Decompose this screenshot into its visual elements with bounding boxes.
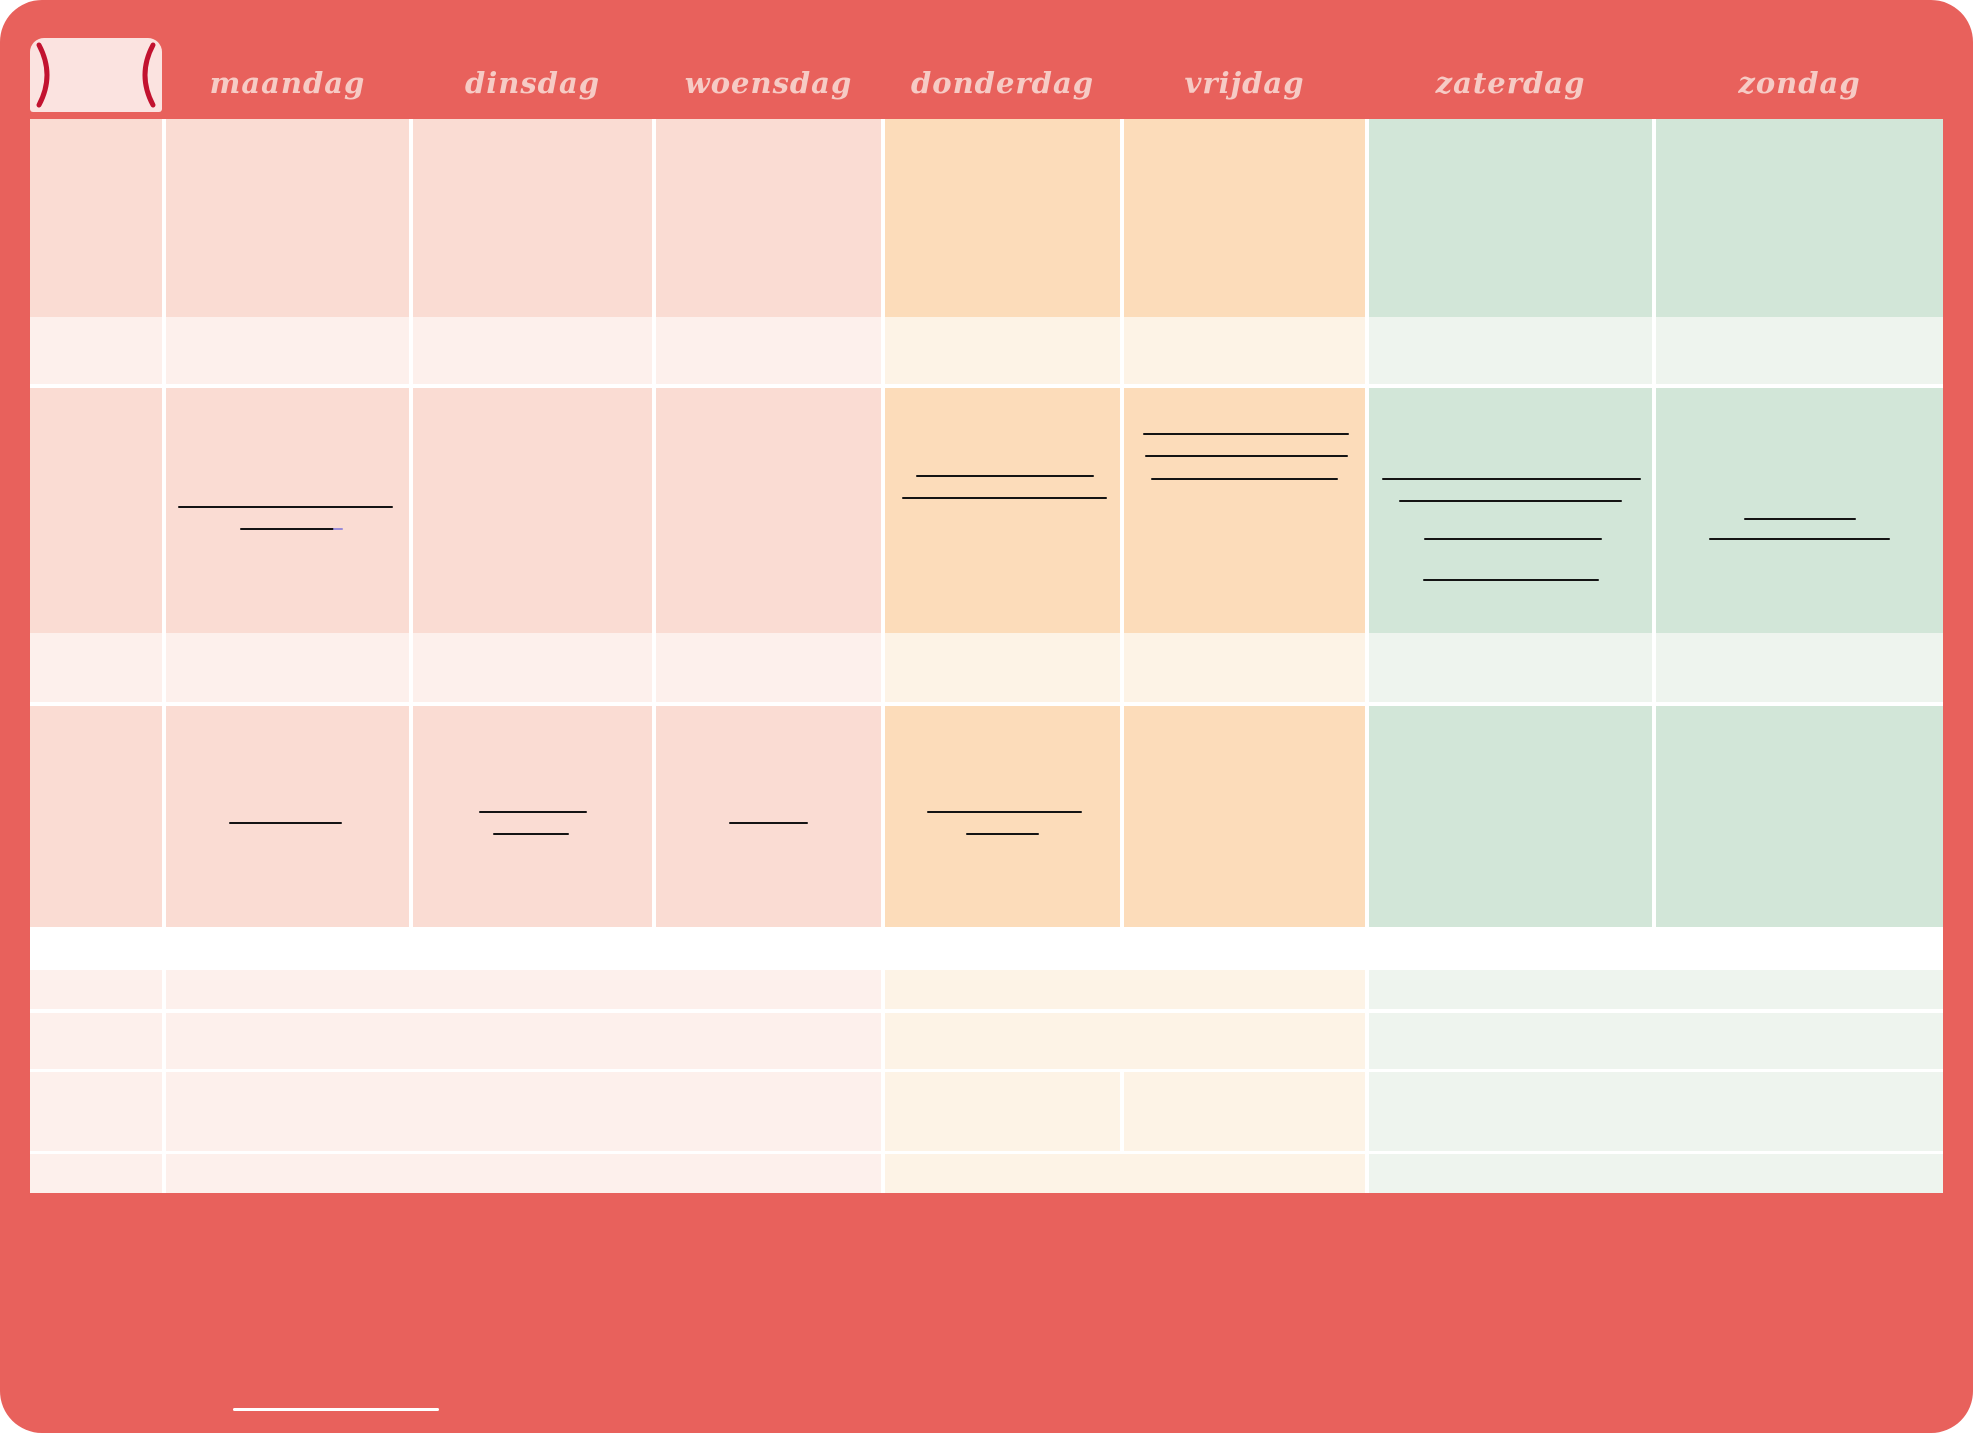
cell-vrijdag-sep1 bbox=[1124, 317, 1365, 384]
day-header-zaterdag: zaterdag bbox=[1435, 66, 1586, 100]
parentheses-logo-icon bbox=[36, 42, 156, 108]
cell-side-row2 bbox=[30, 388, 162, 633]
cell-zaterdag-sep1 bbox=[1369, 317, 1652, 384]
cell-dinsdag-row1 bbox=[413, 119, 652, 317]
cell-donderdag-row2 bbox=[885, 388, 1120, 633]
cell-vrijdag-row1 bbox=[1124, 119, 1365, 317]
cell-zaterdag-row2 bbox=[1369, 388, 1652, 633]
cell-zaterdag-row1 bbox=[1369, 119, 1652, 317]
cell-thu-fri-extra1 bbox=[885, 970, 1365, 1009]
cell-maandag-row3 bbox=[166, 706, 409, 927]
cell-weekdays-extra3 bbox=[166, 1072, 881, 1151]
cell-weekend-extra1 bbox=[1369, 970, 1943, 1009]
cell-weekend-extra4 bbox=[1369, 1154, 1943, 1193]
day-header-woensdag: woensdag bbox=[684, 66, 853, 100]
planner-grid-bottom bbox=[30, 970, 1943, 1193]
cell-woensdag-sep1 bbox=[656, 317, 881, 384]
cell-dinsdag-row2 bbox=[413, 388, 652, 633]
cell-weekend-extra3 bbox=[1369, 1072, 1943, 1151]
cell-zaterdag-sep2 bbox=[1369, 633, 1652, 702]
cell-maandag-row1 bbox=[166, 119, 409, 317]
cell-weekdays-extra2 bbox=[166, 1013, 881, 1069]
cell-side-row1 bbox=[30, 119, 162, 317]
cell-weekdays-extra4 bbox=[166, 1154, 881, 1193]
logo-badge bbox=[30, 38, 162, 112]
day-header-spacer bbox=[30, 100, 162, 110]
day-header-vrijdag: vrijdag bbox=[1184, 66, 1305, 100]
cell-dinsdag-sep1 bbox=[413, 317, 652, 384]
cell-side-extra2 bbox=[30, 1013, 162, 1069]
footer-accent-line bbox=[233, 1408, 439, 1411]
cell-vrijdag-sep2 bbox=[1124, 633, 1365, 702]
cell-woensdag-row3 bbox=[656, 706, 881, 927]
cell-maandag-sep1 bbox=[166, 317, 409, 384]
cell-side-row3 bbox=[30, 706, 162, 927]
planner-grid bbox=[30, 119, 1943, 1193]
cell-thu-fri-extra2 bbox=[885, 1013, 1365, 1069]
day-header-maandag: maandag bbox=[209, 66, 366, 100]
cell-vrijdag-row3 bbox=[1124, 706, 1365, 927]
cell-zondag-sep1 bbox=[1656, 317, 1943, 384]
day-header-zondag: zondag bbox=[1738, 66, 1861, 100]
cell-side-extra3 bbox=[30, 1072, 162, 1151]
day-header-dinsdag: dinsdag bbox=[464, 66, 601, 100]
cell-weekdays-extra1 bbox=[166, 970, 881, 1009]
cell-woensdag-row2 bbox=[656, 388, 881, 633]
cell-zondag-row2 bbox=[1656, 388, 1943, 633]
cell-woensdag-row1 bbox=[656, 119, 881, 317]
cell-zondag-row1 bbox=[1656, 119, 1943, 317]
cell-donderdag-sep2 bbox=[885, 633, 1120, 702]
cell-zondag-row3 bbox=[1656, 706, 1943, 927]
cell-donderdag-sep1 bbox=[885, 317, 1120, 384]
cell-vrijdag-extra3 bbox=[1124, 1072, 1365, 1151]
cell-donderdag-extra3 bbox=[885, 1072, 1120, 1151]
cell-maandag-row2 bbox=[166, 388, 409, 633]
cell-dinsdag-row3 bbox=[413, 706, 652, 927]
cell-zaterdag-row3 bbox=[1369, 706, 1652, 927]
cell-side-sep2 bbox=[30, 633, 162, 702]
cell-side-extra4 bbox=[30, 1154, 162, 1193]
day-header-donderdag: donderdag bbox=[910, 66, 1095, 100]
cell-side-sep1 bbox=[30, 317, 162, 384]
cell-vrijdag-row2 bbox=[1124, 388, 1365, 633]
cell-maandag-sep2 bbox=[166, 633, 409, 702]
cell-zondag-sep2 bbox=[1656, 633, 1943, 702]
cell-donderdag-row3 bbox=[885, 706, 1120, 927]
cell-thu-fri-extra4 bbox=[885, 1154, 1365, 1193]
day-header-row: maandag dinsdag woensdag donderdag vrijd… bbox=[30, 44, 1943, 110]
cell-woensdag-sep2 bbox=[656, 633, 881, 702]
cell-donderdag-row1 bbox=[885, 119, 1120, 317]
cell-dinsdag-sep2 bbox=[413, 633, 652, 702]
planner-grid-main bbox=[30, 119, 1943, 927]
cell-weekend-extra2 bbox=[1369, 1013, 1943, 1069]
cell-side-extra1 bbox=[30, 970, 162, 1009]
